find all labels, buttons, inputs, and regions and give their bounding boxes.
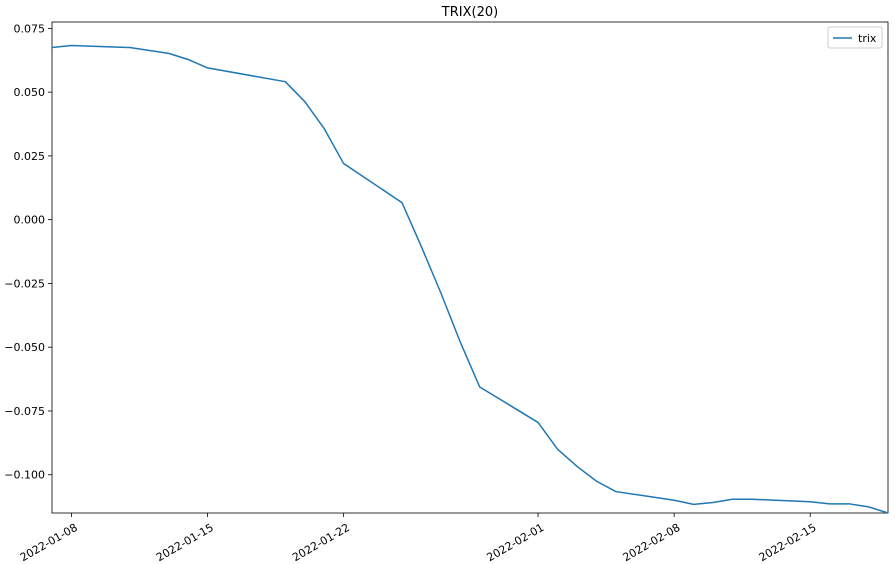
y-tick-label: −0.075 xyxy=(4,405,45,418)
y-tick-label: 0.075 xyxy=(14,22,46,35)
y-tick-label: 0.000 xyxy=(14,214,46,227)
x-tick-label: 2022-02-08 xyxy=(621,521,683,564)
series-line-trix xyxy=(51,44,889,514)
plot-frame xyxy=(51,21,889,514)
x-tick-label: 2022-02-15 xyxy=(757,521,819,564)
series-layer xyxy=(51,44,889,514)
chart-title: TRIX(20) xyxy=(441,5,498,20)
x-tick-label: 2022-01-22 xyxy=(290,521,352,564)
legend: trix xyxy=(827,26,883,49)
x-axis: 2022-01-08 2022-01-15 2022-01-22 2022-02-01… xyxy=(18,513,819,564)
y-tick-label: 0.050 xyxy=(14,86,46,99)
x-tick-label: 2022-01-15 xyxy=(154,521,216,564)
x-tick-label: 2022-02-01 xyxy=(485,521,547,564)
y-tick-label: −0.100 xyxy=(4,469,45,482)
legend-label: trix xyxy=(858,32,877,45)
x-tick-label: 2022-01-08 xyxy=(18,521,80,564)
plot-area xyxy=(51,21,889,514)
legend-box xyxy=(827,26,883,49)
y-tick-label: 0.025 xyxy=(14,150,46,163)
y-tick-label: −0.025 xyxy=(4,277,45,290)
y-axis: 0.075 0.050 0.025 0.000 −0.025 −0.050 −0.075 −0… xyxy=(4,22,52,482)
y-tick-label: −0.050 xyxy=(4,341,45,354)
